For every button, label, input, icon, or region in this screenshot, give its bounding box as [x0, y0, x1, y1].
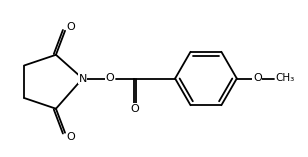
Text: N: N: [78, 73, 87, 84]
Text: O: O: [253, 73, 261, 83]
Text: O: O: [130, 104, 139, 114]
Text: O: O: [105, 73, 114, 83]
Text: CH₃: CH₃: [276, 73, 295, 83]
Text: O: O: [66, 132, 75, 142]
Text: O: O: [66, 22, 75, 32]
